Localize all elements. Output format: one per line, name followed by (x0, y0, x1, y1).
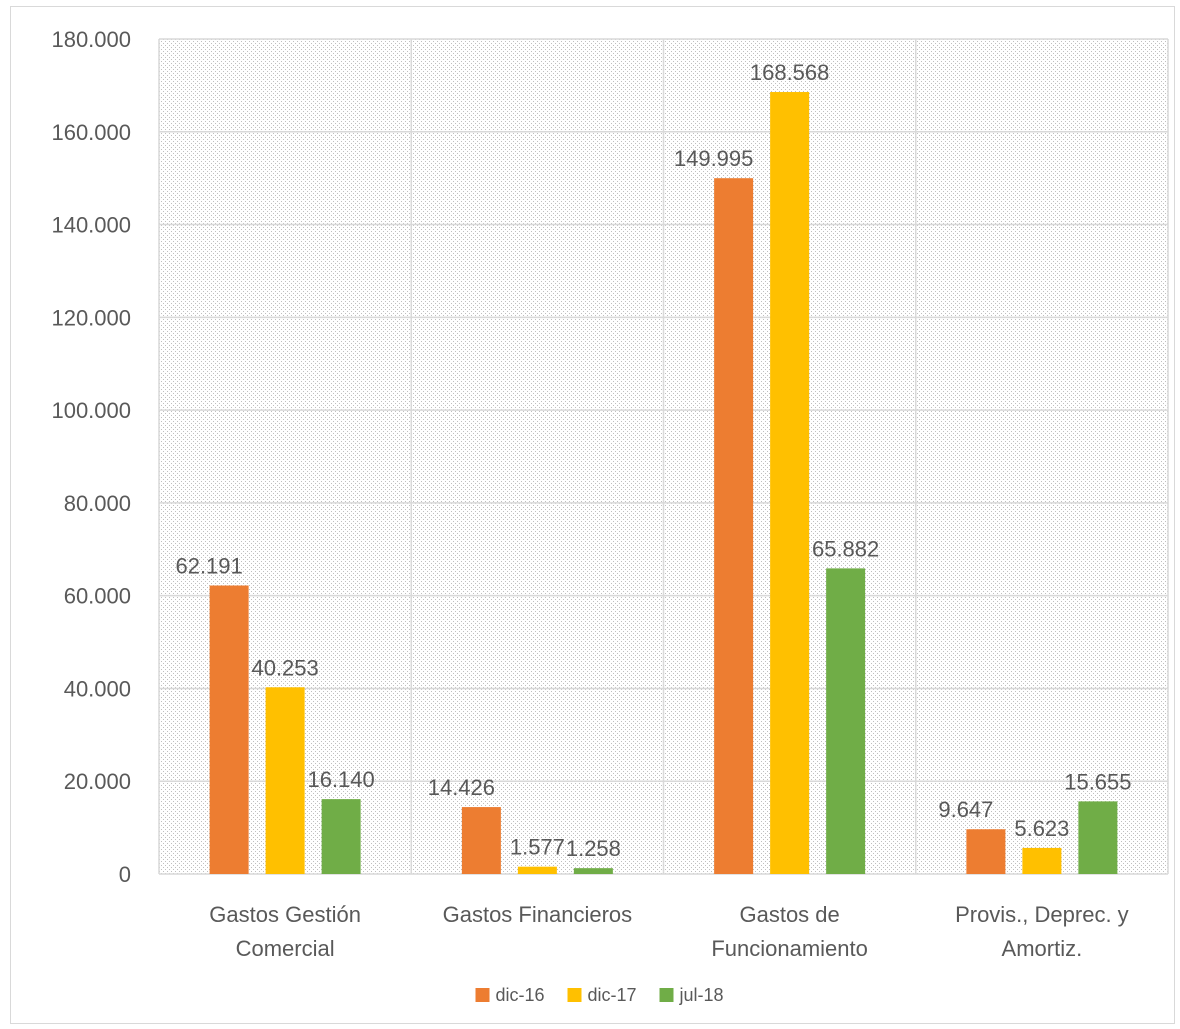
bar-dic-17[interactable] (1022, 847, 1062, 874)
legend-label: jul-18 (679, 985, 724, 1005)
legend-label: dic-17 (588, 985, 637, 1005)
x-tick-label: Provis., Deprec. y (955, 902, 1129, 927)
legend-item-jul-18[interactable]: jul-18 (659, 985, 724, 1005)
bar-dic-16[interactable] (714, 178, 754, 874)
data-label: 40.253 (251, 655, 318, 680)
bar-jul-18[interactable] (1078, 801, 1118, 874)
y-tick-label: 40.000 (64, 676, 131, 701)
x-tick-label: Amortiz. (1002, 936, 1083, 961)
y-tick-label: 80.000 (64, 491, 131, 516)
y-tick-label: 100.000 (51, 398, 131, 423)
y-tick-label: 120.000 (51, 305, 131, 330)
x-tick-label: Funcionamiento (711, 936, 868, 961)
bar-dic-16[interactable] (461, 807, 501, 874)
x-tick-label: Gastos Gestión (209, 902, 361, 927)
data-label: 65.882 (812, 536, 879, 561)
bar-dic-17[interactable] (265, 687, 305, 874)
y-tick-label: 60.000 (64, 584, 131, 609)
gridlines (158, 38, 1169, 875)
x-tick-label: Comercial (236, 936, 335, 961)
bar-jul-18[interactable] (321, 799, 361, 874)
bars (209, 92, 1118, 874)
y-tick-label: 0 (119, 862, 131, 887)
bar-jul-18[interactable] (573, 868, 613, 874)
bar-jul-18[interactable] (826, 568, 866, 874)
data-label: 9.647 (938, 797, 993, 822)
legend-item-dic-17[interactable]: dic-17 (567, 985, 637, 1005)
x-tick-label: Gastos Financieros (443, 902, 633, 927)
bar-chart: 0 20.000 40.000 60.000 80.000 100.000 120.000 1… (51, 27, 1169, 1005)
y-tick-label: 160.000 (51, 120, 131, 145)
bar-dic-17[interactable] (517, 866, 557, 874)
data-label: 16.140 (307, 767, 374, 792)
legend-item-dic-16[interactable]: dic-16 (475, 985, 545, 1005)
y-tick-label: 20.000 (64, 769, 131, 794)
y-tick-label: 140.000 (51, 213, 131, 238)
x-axis: Gastos Gestión Comercial Gastos Financiero… (209, 902, 1128, 961)
bar-dic-17[interactable] (770, 92, 810, 874)
data-label: 149.995 (674, 146, 754, 171)
data-label: 1.577 (510, 835, 565, 860)
data-labels: 62.191 40.253 16.140 14.426 1.577 1.258 149.99… (175, 60, 1131, 861)
data-label: 15.655 (1064, 769, 1131, 794)
data-label: 62.191 (175, 554, 242, 579)
bar-dic-16[interactable] (209, 585, 249, 874)
legend-swatch (659, 988, 674, 1002)
legend-swatch (567, 988, 582, 1002)
legend[interactable]: dic-16 dic-17 jul-18 (475, 985, 724, 1005)
x-tick-label: Gastos de (739, 902, 839, 927)
legend-label: dic-16 (496, 985, 545, 1005)
data-label: 1.258 (566, 836, 621, 861)
data-label: 168.568 (750, 60, 830, 85)
y-tick-label: 180.000 (51, 27, 131, 52)
data-label: 5.623 (1014, 816, 1069, 841)
y-axis: 0 20.000 40.000 60.000 80.000 100.000 120.000 1… (51, 27, 131, 887)
data-label: 14.426 (428, 775, 495, 800)
chart-frame: 0 20.000 40.000 60.000 80.000 100.000 120.000 1… (10, 6, 1175, 1024)
legend-swatch (475, 988, 490, 1002)
bar-dic-16[interactable] (966, 829, 1006, 874)
